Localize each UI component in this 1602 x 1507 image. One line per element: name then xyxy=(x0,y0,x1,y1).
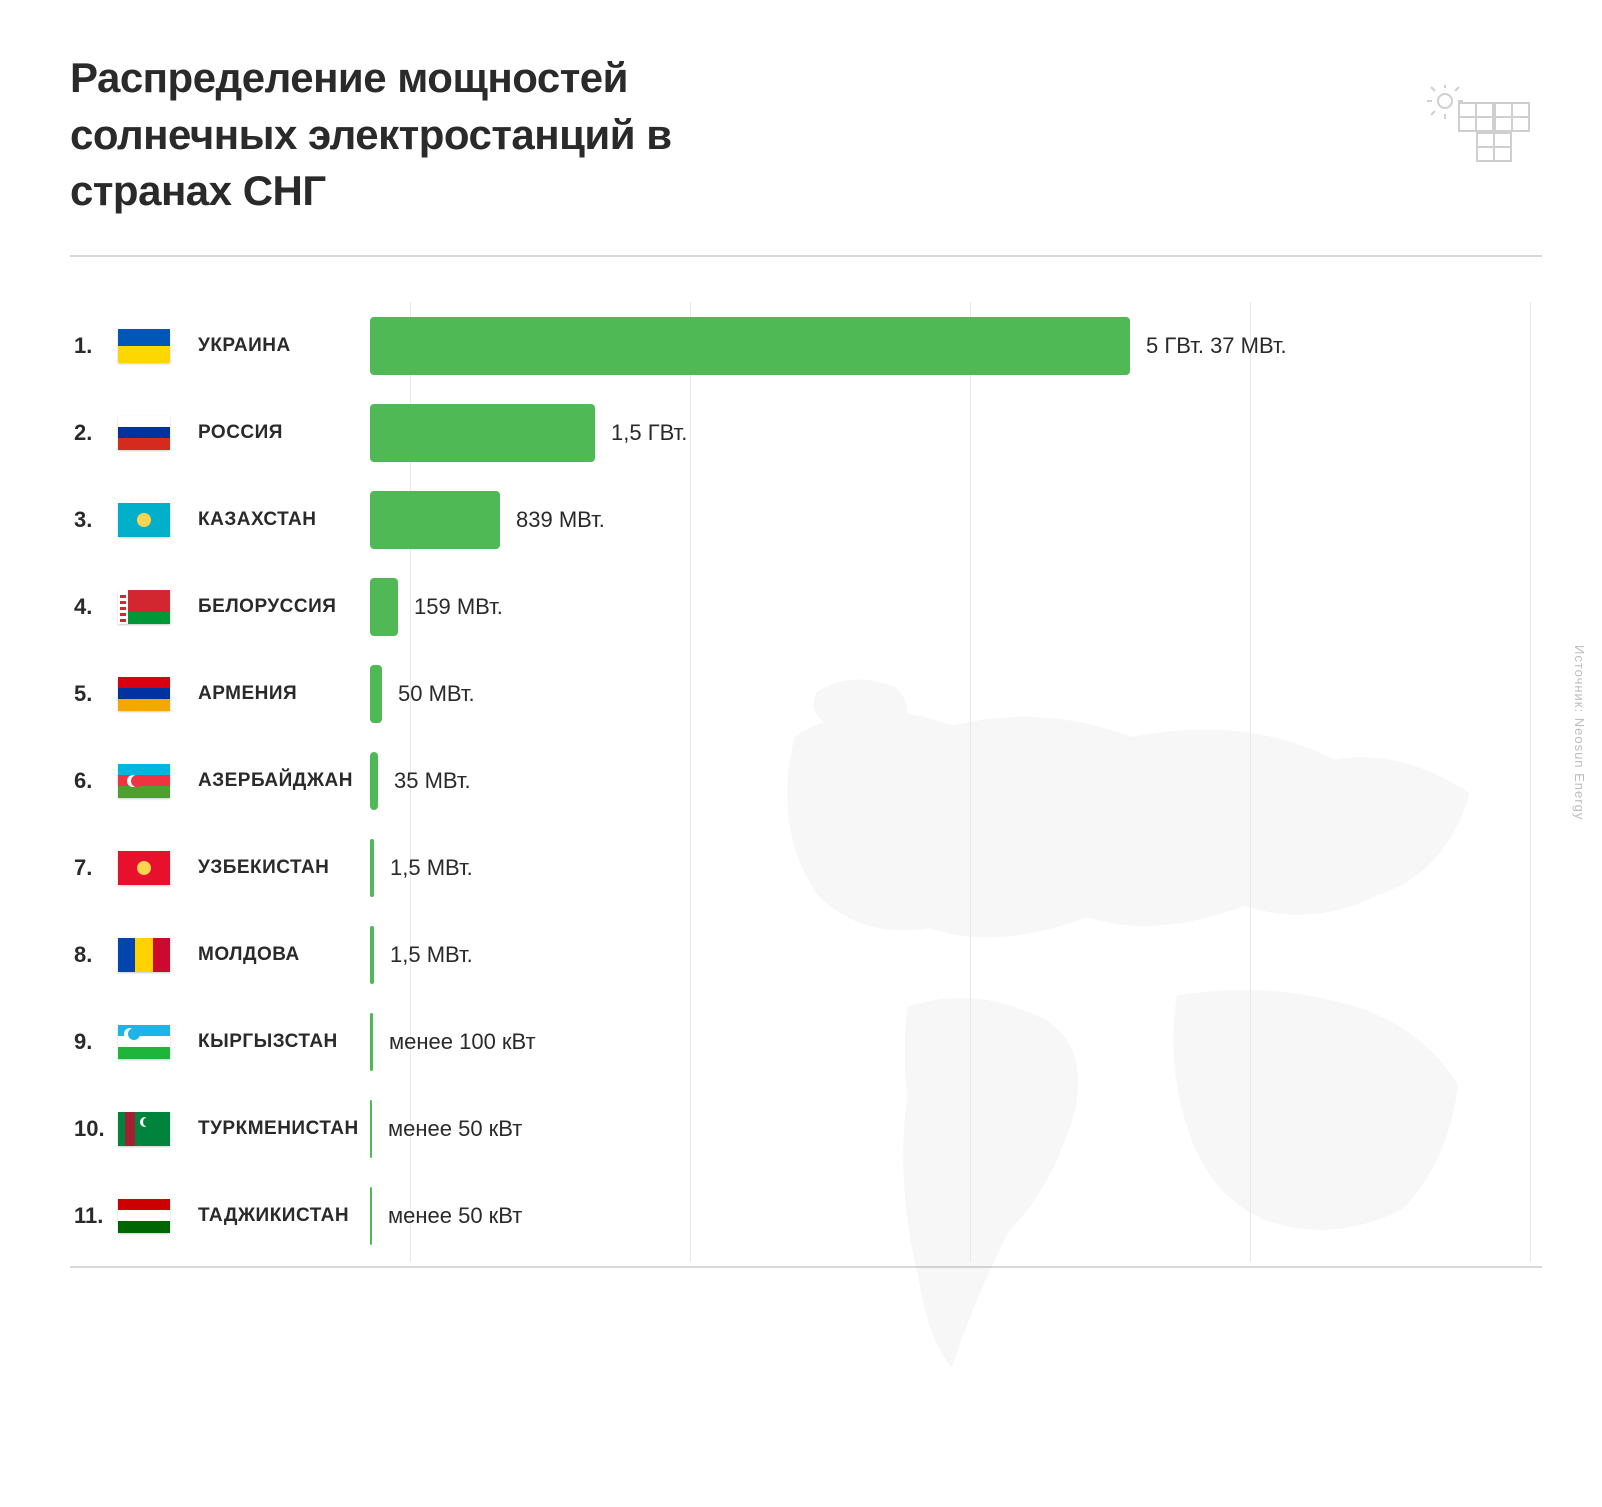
value-label: 5 ГВт. 37 МВт. xyxy=(1130,333,1287,359)
value-label: менее 50 кВт xyxy=(372,1203,522,1229)
chart-area: 1.УКРАИНА5 ГВт. 37 МВт.2.РОССИЯ1,5 ГВт.3… xyxy=(70,302,1542,1262)
rank-number: 3. xyxy=(70,507,118,533)
bar: 5 ГВт. 37 МВт. xyxy=(370,317,1130,375)
country-label: УЗБЕКИСТАН xyxy=(170,857,370,879)
flag-icon xyxy=(118,851,170,885)
rank-number: 2. xyxy=(70,420,118,446)
bar: 1,5 МВт. xyxy=(370,926,374,984)
chart-row: 8. МОЛДОВА1,5 МВт. xyxy=(70,911,1542,998)
chart-row: 3.КАЗАХСТАН839 МВт. xyxy=(70,476,1542,563)
flag-icon xyxy=(118,1112,170,1146)
flag-icon xyxy=(118,1025,170,1059)
rank-number: 4. xyxy=(70,594,118,620)
value-label: 1,5 МВт. xyxy=(374,855,473,881)
bar-zone: менее 100 кВт xyxy=(370,998,1542,1085)
divider-bottom xyxy=(70,1266,1542,1268)
country-label: МОЛДОВА xyxy=(170,944,370,966)
flag-icon xyxy=(118,677,170,711)
chart-row: 6.АЗЕРБАЙДЖАН35 МВт. xyxy=(70,737,1542,824)
bar: 1,5 ГВт. xyxy=(370,404,595,462)
bar-zone: 50 МВт. xyxy=(370,650,1542,737)
bar-zone: 1,5 МВт. xyxy=(370,824,1542,911)
solar-panel-icon xyxy=(1417,85,1537,175)
rank-number: 11. xyxy=(70,1203,118,1229)
rank-number: 7. xyxy=(70,855,118,881)
country-label: КАЗАХСТАН xyxy=(170,509,370,531)
rank-number: 1. xyxy=(70,333,118,359)
country-label: БЕЛОРУССИЯ xyxy=(170,596,370,618)
country-label: ТУРКМЕНИСТАН xyxy=(170,1118,370,1140)
bar-zone: менее 50 кВт xyxy=(370,1172,1542,1259)
chart-row: 4.БЕЛОРУССИЯ159 МВт. xyxy=(70,563,1542,650)
bar: 159 МВт. xyxy=(370,578,398,636)
divider-top xyxy=(70,255,1542,257)
bar: менее 50 кВт xyxy=(370,1187,372,1245)
chart-row: 1.УКРАИНА5 ГВт. 37 МВт. xyxy=(70,302,1542,389)
bar-zone: 839 МВт. xyxy=(370,476,1542,563)
value-label: 159 МВт. xyxy=(398,594,503,620)
bar-zone: 1,5 МВт. xyxy=(370,911,1542,998)
chart-rows: 1.УКРАИНА5 ГВт. 37 МВт.2.РОССИЯ1,5 ГВт.3… xyxy=(70,302,1542,1259)
bar-zone: 159 МВт. xyxy=(370,563,1542,650)
value-label: менее 50 кВт xyxy=(372,1116,522,1142)
flag-icon xyxy=(118,329,170,363)
value-label: 1,5 ГВт. xyxy=(595,420,687,446)
value-label: 35 МВт. xyxy=(378,768,471,794)
rank-number: 6. xyxy=(70,768,118,794)
chart-title: Распределение мощностей солнечных электр… xyxy=(70,50,790,220)
bar: 1,5 МВт. xyxy=(370,839,374,897)
bar-zone: 1,5 ГВт. xyxy=(370,389,1542,476)
country-label: ТАДЖИКИСТАН xyxy=(170,1205,370,1227)
country-label: АРМЕНИЯ xyxy=(170,683,370,705)
value-label: 50 МВт. xyxy=(382,681,475,707)
bar: 50 МВт. xyxy=(370,665,382,723)
flag-icon xyxy=(118,590,170,624)
bar-zone: 35 МВт. xyxy=(370,737,1542,824)
bar: менее 50 кВт xyxy=(370,1100,372,1158)
value-label: 1,5 МВт. xyxy=(374,942,473,968)
chart-row: 10. ТУРКМЕНИСТАНменее 50 кВт xyxy=(70,1085,1542,1172)
rank-number: 9. xyxy=(70,1029,118,1055)
rank-number: 10. xyxy=(70,1116,118,1142)
bar: 35 МВт. xyxy=(370,752,378,810)
flag-icon xyxy=(118,764,170,798)
bar-zone: 5 ГВт. 37 МВт. xyxy=(370,302,1542,389)
bar: менее 100 кВт xyxy=(370,1013,373,1071)
value-label: менее 100 кВт xyxy=(373,1029,536,1055)
rank-number: 8. xyxy=(70,942,118,968)
chart-row: 2.РОССИЯ1,5 ГВт. xyxy=(70,389,1542,476)
bar-zone: менее 50 кВт xyxy=(370,1085,1542,1172)
flag-icon xyxy=(118,1199,170,1233)
bar: 839 МВт. xyxy=(370,491,500,549)
flag-icon xyxy=(118,503,170,537)
flag-icon xyxy=(118,416,170,450)
rank-number: 5. xyxy=(70,681,118,707)
source-label: Источник: Neosun Energy xyxy=(1572,645,1587,820)
country-label: КЫРГЫЗСТАН xyxy=(170,1031,370,1053)
chart-row: 7. УЗБЕКИСТАН1,5 МВт. xyxy=(70,824,1542,911)
chart-row: 11. ТАДЖИКИСТАНменее 50 кВт xyxy=(70,1172,1542,1259)
country-label: АЗЕРБАЙДЖАН xyxy=(170,770,370,792)
country-label: РОССИЯ xyxy=(170,422,370,444)
chart-row: 9. КЫРГЫЗСТАНменее 100 кВт xyxy=(70,998,1542,1085)
flag-icon xyxy=(118,938,170,972)
chart-row: 5.АРМЕНИЯ50 МВт. xyxy=(70,650,1542,737)
country-label: УКРАИНА xyxy=(170,335,370,357)
value-label: 839 МВт. xyxy=(500,507,605,533)
